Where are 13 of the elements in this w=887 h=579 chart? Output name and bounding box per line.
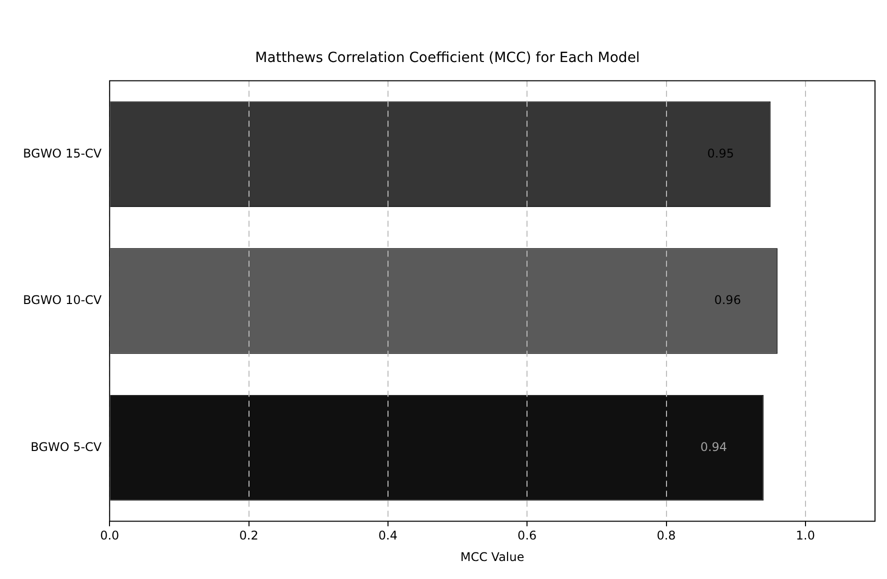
y-tick-label: BGWO 15-CV: [22, 146, 102, 160]
x-tick-label: 0.0: [100, 528, 120, 543]
x-tick-label: 0.4: [378, 528, 398, 543]
data-label: 0.94: [700, 440, 728, 454]
data-label: 0.96: [714, 293, 741, 308]
y-tick-label: BGWO 5-CV: [30, 440, 102, 454]
x-tick-label: 0.8: [656, 528, 676, 543]
x-axis-title: MCC Value: [460, 550, 524, 564]
x-tick-label: 1.0: [796, 528, 815, 543]
y-tick-label: BGWO 10-CV: [22, 293, 102, 308]
x-tick-label: 0.2: [239, 528, 258, 543]
x-tick-label: 0.6: [518, 528, 537, 543]
chart-title: Matthews Correlation Coefficient (MCC) for Each Model: [255, 50, 640, 66]
